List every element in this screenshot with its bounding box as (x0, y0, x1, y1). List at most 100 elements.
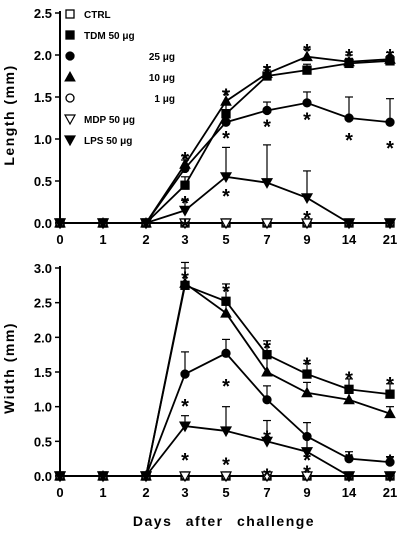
legend-label-tdm-50: TDM 50 μg (84, 31, 135, 42)
length-series-lps-50-g-point (260, 178, 274, 189)
width-series-lps-50-g-point (342, 471, 356, 483)
length-x-tick-label: 5 (222, 232, 229, 247)
length-x-tick-labels: 0 1 2 3 5 7 9 14 21 (56, 232, 397, 247)
length-series-tdm-50-g-point (180, 180, 190, 190)
width-series-lps-50-g-point (96, 471, 110, 483)
length-y-tick-label: 0.5 (34, 174, 52, 189)
width-y-tick-labels: 0.0 0.5 1.0 1.5 2.0 2.5 3.0 (34, 261, 52, 484)
length-significance-star: * (181, 216, 189, 238)
width-series-10-g-point (220, 307, 232, 318)
length-significance-star: * (303, 110, 311, 132)
width-significance-star: * (181, 269, 189, 291)
length-series-lps-50-g-point (383, 218, 397, 230)
width-series-mdp-50-g-point (178, 471, 192, 483)
legend-label-1: 1 μg (154, 94, 175, 105)
length-x-tick-label: 7 (263, 232, 270, 247)
legend: CTRL TDM 50 μg 25 μg 10 μg 1 μg MDP 50 μ… (63, 9, 175, 147)
width-significance-star: * (303, 463, 311, 485)
width-series-lps-50-g (53, 406, 397, 483)
length-series-25-g-point (344, 113, 354, 123)
length-y-axis-title: Length (mm) (1, 64, 17, 165)
length-series-25-g-point (221, 117, 231, 127)
width-series-25-g-point (221, 348, 231, 358)
length-x-tick-label: 0 (56, 232, 63, 247)
width-x-tick-label: 2 (142, 485, 149, 500)
width-significance-star: * (222, 454, 230, 476)
width-x-tick-labels: 0 1 2 3 5 7 9 14 21 (56, 485, 397, 500)
width-significance-star: * (263, 465, 271, 487)
width-significance-star: * (386, 452, 394, 474)
width-significance-star: * (303, 450, 311, 472)
length-series-mdp-50-g-point (300, 218, 314, 230)
length-significance-star: * (222, 186, 230, 208)
width-y-tick-label: 1.5 (34, 365, 52, 380)
legend-label-10: 10 μg (149, 73, 175, 84)
width-y-tick-label: 1.0 (34, 400, 52, 415)
width-x-tick-label: 21 (383, 485, 397, 500)
width-series-25-g-point (385, 457, 395, 467)
width-series-lps-50-g-point (300, 447, 314, 458)
length-x-tick-label: 2 (142, 232, 149, 247)
legend-marker (65, 93, 75, 103)
width-series-lps-50-g-point (260, 436, 274, 448)
length-series-lps-50-g-point (178, 205, 192, 217)
length-series-lps-50-g-point (139, 218, 153, 230)
length-y-tick-label: 0.0 (34, 216, 52, 231)
length-series-lps-50-g-point (342, 218, 356, 230)
legend-label-25: 25 μg (149, 52, 175, 63)
length-significance-star: * (181, 193, 189, 215)
length-y-tick-label: 2.5 (34, 6, 52, 21)
width-series-tdm-50-g-point (385, 389, 395, 399)
length-series-25-g-point (385, 117, 395, 127)
width-x-tick-label: 7 (263, 485, 270, 500)
width-significance-star: * (345, 368, 353, 390)
length-y-tick-label: 1.5 (34, 90, 52, 105)
width-x-tick-label: 5 (222, 485, 229, 500)
length-series-lps-50-g-point (219, 172, 233, 184)
legend-marker (64, 70, 76, 82)
width-series-mdp-50-g-point (300, 471, 314, 483)
width-series-lps-50-g-point (178, 421, 192, 433)
width-series-mdp-50-g-point (219, 471, 233, 483)
width-series-10-g-point (343, 393, 355, 405)
length-significance-star: * (181, 149, 189, 171)
length-x-tick-label: 14 (342, 232, 357, 247)
length-series-lps-50-g-point (300, 193, 314, 205)
width-series-10-g-point (384, 407, 396, 419)
length-significance-star: * (263, 61, 271, 83)
length-chart: Length (mm) 0.0 0.5 1.0 1.5 2.0 2.5 0 1 … (1, 6, 397, 247)
width-y-tick-label: 2.0 (34, 330, 52, 345)
length-x-tick-label: 9 (303, 232, 310, 247)
width-series-mdp-50-g-point (260, 471, 274, 483)
width-series-lps-50-g-point (139, 471, 153, 483)
length-series-lps-50-g-point (53, 218, 67, 230)
length-series-tdm-50-g-point (302, 65, 312, 75)
width-series-lps-50-g-point (383, 471, 397, 483)
length-series-25-g-point (302, 98, 312, 108)
width-series-lps-50-g-point (219, 426, 233, 438)
length-significance-star: * (345, 130, 353, 152)
length-series-10-g-point (261, 67, 273, 78)
length-significance-star: * (386, 46, 394, 68)
length-series-lps-50-g (53, 144, 397, 230)
x-axis-title: Days after challenge (133, 513, 315, 529)
width-series-10-g-point (261, 365, 273, 377)
length-significance-star: * (263, 116, 271, 138)
width-y-tick-label: 0.5 (34, 434, 52, 449)
length-x-tick-label: 3 (181, 232, 188, 247)
width-series-10-g-point (301, 386, 313, 398)
width-series-tdm-50-g-point (302, 369, 312, 379)
width-significance-star: * (345, 449, 353, 471)
width-series-25-g-point (344, 454, 354, 464)
length-plot: *************** (53, 11, 397, 238)
legend-marker (65, 9, 75, 19)
width-plot: **************** (53, 261, 397, 487)
length-series-10-g-point (179, 158, 191, 169)
width-significance-star: * (181, 396, 189, 418)
width-x-tick-label: 0 (56, 485, 63, 500)
length-significance-star: * (386, 138, 394, 160)
legend-marker (65, 30, 75, 40)
width-series-25-g-point (180, 369, 190, 379)
width-series-lps-50-g-point (53, 471, 67, 483)
